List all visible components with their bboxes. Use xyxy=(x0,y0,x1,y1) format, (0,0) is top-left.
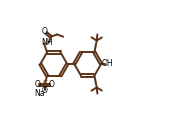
Text: NH: NH xyxy=(41,38,52,47)
Text: S: S xyxy=(42,80,47,89)
Text: O: O xyxy=(35,80,41,89)
Text: OH: OH xyxy=(102,60,114,68)
Text: O: O xyxy=(42,87,48,95)
Text: Na: Na xyxy=(35,89,45,98)
Text: O: O xyxy=(42,27,47,36)
Text: O: O xyxy=(49,80,54,89)
